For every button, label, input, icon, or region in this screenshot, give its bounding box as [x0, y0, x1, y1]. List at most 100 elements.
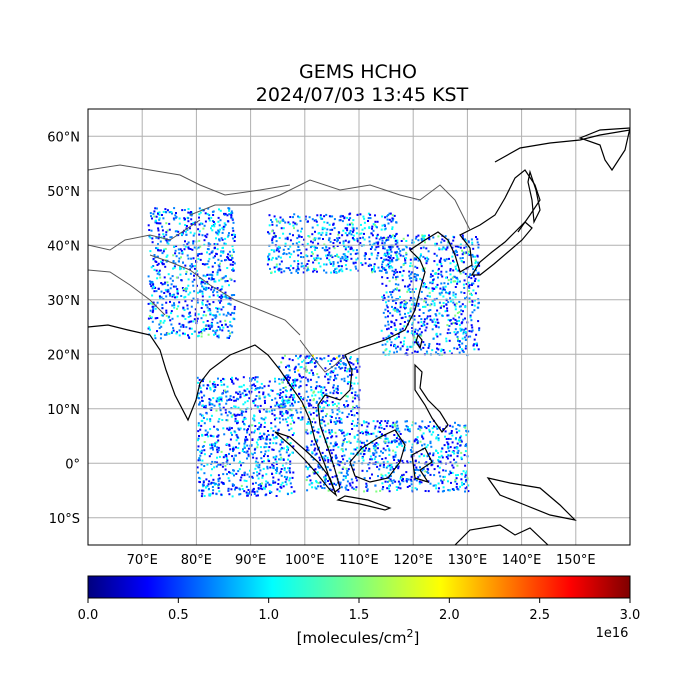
hcho-pixel	[268, 410, 271, 413]
hcho-pixel	[270, 219, 272, 221]
hcho-pixel	[375, 257, 378, 260]
hcho-pixel	[397, 480, 400, 483]
hcho-pixel	[367, 217, 370, 220]
hcho-pixel	[448, 473, 451, 476]
hcho-pixel	[217, 474, 220, 477]
hcho-pixel	[175, 285, 177, 288]
hcho-pixel	[211, 468, 213, 471]
hcho-pixel	[476, 238, 479, 241]
hcho-pixel	[347, 404, 350, 406]
hcho-pixel	[399, 487, 402, 490]
hcho-pixel	[302, 398, 305, 401]
hcho-pixel	[460, 313, 463, 316]
hcho-pixel	[315, 480, 318, 483]
hcho-pixel	[423, 474, 426, 477]
hcho-pixel	[355, 405, 358, 408]
hcho-pixel	[438, 292, 441, 295]
hcho-pixel	[278, 394, 281, 397]
hcho-pixel	[173, 245, 175, 248]
hcho-pixel	[391, 226, 394, 229]
hcho-pixel	[259, 438, 262, 441]
hcho-pixel	[152, 257, 155, 260]
data-region	[196, 376, 296, 498]
hcho-pixel	[437, 482, 440, 485]
hcho-pixel	[189, 291, 192, 294]
hcho-pixel	[368, 450, 371, 453]
hcho-pixel	[385, 271, 388, 274]
hcho-pixel	[268, 224, 271, 227]
hcho-pixel	[211, 460, 214, 463]
hcho-pixel	[262, 408, 265, 411]
hcho-pixel	[326, 221, 329, 224]
hcho-pixel	[395, 232, 398, 235]
hcho-pixel	[307, 395, 310, 398]
hcho-pixel	[222, 482, 225, 485]
hcho-pixel	[409, 296, 412, 299]
hcho-pixel	[274, 380, 277, 383]
hcho-pixel	[223, 295, 226, 298]
hcho-pixel	[395, 276, 398, 279]
hcho-pixel	[408, 270, 411, 273]
hcho-pixel	[160, 325, 163, 328]
hcho-pixel	[259, 483, 262, 486]
hcho-pixel	[252, 488, 255, 491]
hcho-pixel	[279, 458, 282, 461]
hcho-pixel	[196, 254, 199, 257]
hcho-pixel	[399, 254, 402, 257]
hcho-pixel	[190, 305, 193, 308]
hcho-pixel	[453, 236, 456, 239]
hcho-pixel	[391, 332, 394, 335]
hcho-pixel	[230, 407, 233, 410]
hcho-pixel	[217, 397, 220, 400]
hcho-pixel	[197, 437, 200, 440]
hcho-pixel	[177, 305, 180, 308]
hcho-pixel	[335, 267, 338, 270]
hcho-pixel	[345, 400, 348, 403]
hcho-pixel	[456, 264, 459, 266]
hcho-pixel	[372, 453, 375, 456]
hcho-pixel	[187, 211, 190, 214]
hcho-pixel	[464, 490, 466, 493]
map-area	[88, 109, 630, 545]
hcho-pixel	[197, 334, 200, 337]
hcho-pixel	[338, 231, 341, 234]
hcho-pixel	[458, 351, 461, 354]
hcho-pixel	[426, 322, 429, 325]
hcho-pixel	[242, 410, 245, 413]
hcho-pixel	[350, 410, 353, 413]
hcho-pixel	[433, 318, 436, 321]
hcho-pixel	[220, 379, 222, 382]
hcho-pixel	[159, 222, 162, 225]
hcho-pixel	[274, 425, 277, 428]
hcho-pixel	[315, 400, 318, 403]
hcho-pixel	[411, 446, 414, 449]
hcho-pixel	[397, 298, 400, 301]
hcho-pixel	[344, 486, 347, 489]
hcho-pixel	[321, 486, 324, 489]
hcho-pixel	[386, 437, 389, 440]
hcho-pixel	[287, 267, 290, 270]
hcho-pixel	[204, 275, 207, 278]
hcho-pixel	[181, 314, 184, 317]
hcho-pixel	[238, 452, 241, 455]
hcho-pixel	[336, 385, 339, 388]
hcho-pixel	[264, 402, 266, 404]
hcho-pixel	[426, 467, 429, 470]
hcho-pixel	[373, 427, 376, 430]
hcho-pixel	[395, 302, 397, 305]
hcho-pixel	[284, 221, 287, 224]
hcho-pixel	[210, 322, 213, 325]
hcho-pixel	[244, 436, 247, 438]
hcho-pixel	[354, 252, 357, 255]
hcho-pixel	[205, 236, 208, 239]
hcho-pixel	[363, 441, 365, 444]
hcho-pixel	[197, 313, 200, 316]
hcho-pixel	[264, 450, 267, 453]
hcho-pixel	[177, 292, 179, 295]
hcho-pixel	[475, 260, 477, 263]
hcho-pixel	[475, 236, 477, 238]
hcho-pixel	[185, 270, 188, 273]
hcho-pixel	[318, 456, 321, 459]
hcho-pixel	[298, 375, 301, 378]
hcho-pixel	[317, 237, 320, 240]
